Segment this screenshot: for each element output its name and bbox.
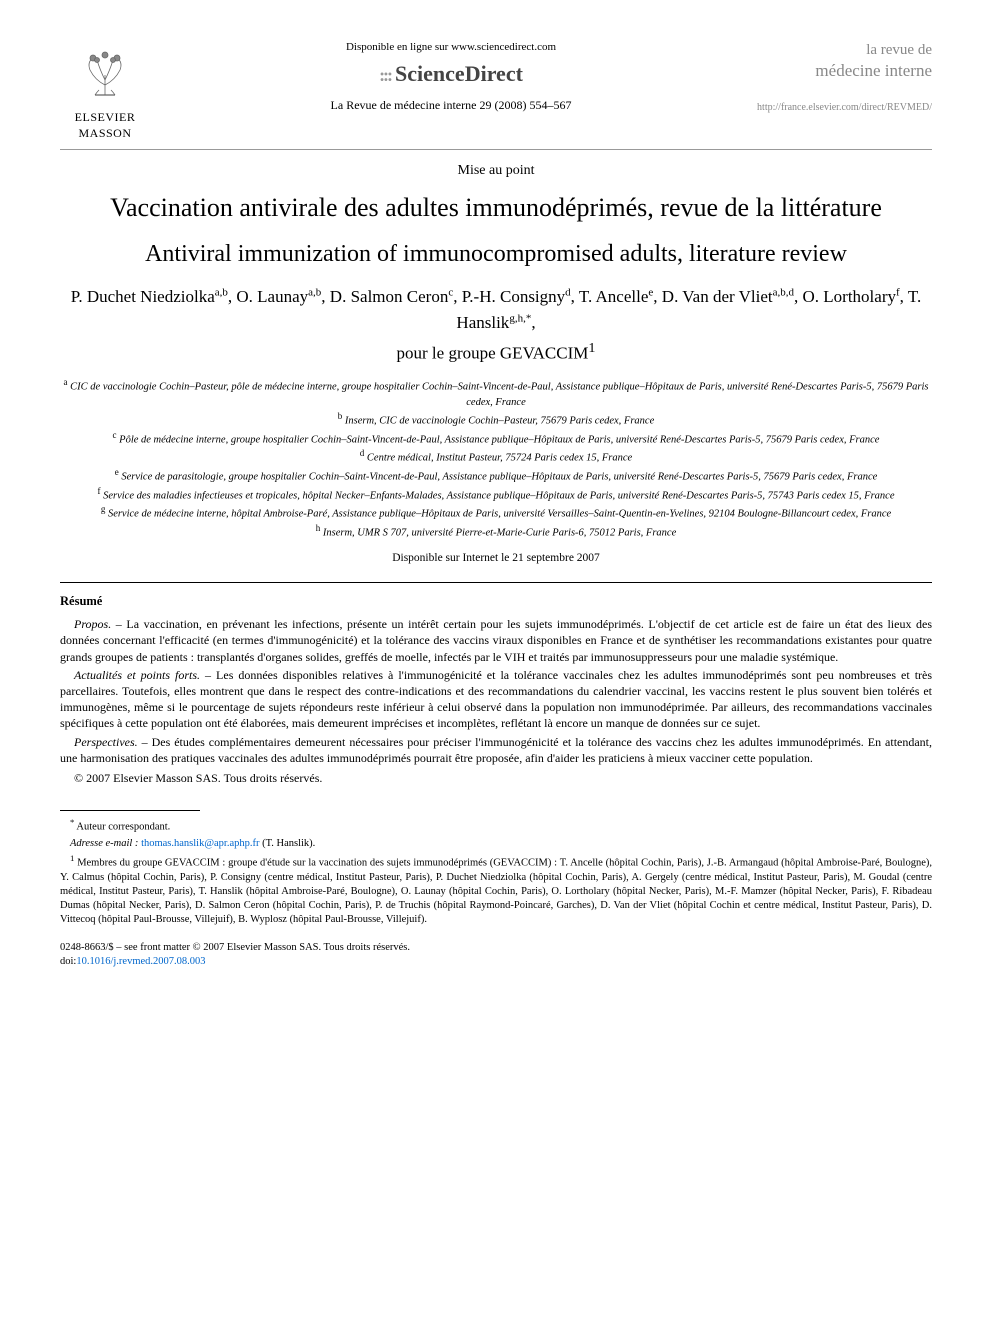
journal-url: http://france.elsevier.com/direct/REVMED… [752, 101, 932, 115]
journal-logo: la revue de médecine interne http://fran… [752, 40, 932, 115]
doi-label: doi: [60, 956, 76, 967]
abstract-body: Propos. – La vaccination, en prévenant l… [60, 616, 932, 786]
article-type: Mise au point [60, 162, 932, 181]
sciencedirect-logo: :::ScienceDirect [150, 59, 752, 89]
center-header: Disponible en ligne sur www.sciencedirec… [150, 40, 752, 113]
abstract-top-rule [60, 582, 932, 583]
online-availability: Disponible en ligne sur www.sciencedirec… [150, 40, 752, 55]
group-footnote-sup: 1 [70, 853, 74, 863]
corr-text: Auteur correspondant. [76, 822, 170, 833]
perspectives-text: Des études complémentaires demeurent néc… [60, 735, 932, 765]
header-row: ELSEVIER MASSON Disponible en ligne sur … [60, 40, 932, 141]
affiliation-line: f Service des maladies infectieuses et t… [60, 485, 932, 504]
affiliation-line: e Service de parasitologie, groupe hospi… [60, 466, 932, 485]
group-sup: 1 [588, 340, 595, 356]
doi-link[interactable]: 10.1016/j.revmed.2007.08.003 [76, 956, 205, 967]
abstract-propos: Propos. – La vaccination, en prévenant l… [60, 616, 932, 665]
doi-line: doi:10.1016/j.revmed.2007.08.003 [60, 955, 932, 969]
email-label: Adresse e-mail : [70, 838, 138, 849]
affiliation-line: g Service de médecine interne, hôpital A… [60, 503, 932, 522]
publisher-name: ELSEVIER MASSON [60, 109, 150, 141]
publisher-logo: ELSEVIER MASSON [60, 40, 150, 141]
front-matter: 0248-8663/$ – see front matter © 2007 El… [60, 941, 932, 955]
journal-name-line2: médecine interne [752, 60, 932, 83]
group-members-text: Membres du groupe GEVACCIM : groupe d'ét… [60, 857, 932, 925]
author-list: P. Duchet Niedziolkaa,b, O. Launaya,b, D… [60, 284, 932, 335]
affiliation-line: d Centre médical, Institut Pasteur, 7572… [60, 447, 932, 466]
email-suffix: (T. Hanslik). [262, 838, 315, 849]
group-text: pour le groupe GEVACCIM [397, 344, 589, 363]
group-line: pour le groupe GEVACCIM1 [60, 339, 932, 366]
group-members: 1 Membres du groupe GEVACCIM : groupe d'… [60, 853, 932, 927]
abstract-actualites: Actualités et points forts. – Les donnée… [60, 667, 932, 732]
affiliations: a CIC de vaccinologie Cochin–Pasteur, pô… [60, 376, 932, 541]
online-date: Disponible sur Internet le 21 septembre … [60, 551, 932, 567]
corr-symbol: * [70, 817, 74, 827]
sd-dots-icon: ::: [379, 65, 391, 85]
sd-brand-text: ScienceDirect [395, 61, 523, 86]
email-line: Adresse e-mail : thomas.hanslik@apr.aphp… [60, 837, 932, 851]
footnotes: * Auteur correspondant. Adresse e-mail :… [60, 817, 932, 927]
propos-label: Propos. – [74, 617, 122, 631]
email-link[interactable]: thomas.hanslik@apr.aphp.fr [141, 838, 259, 849]
top-rule [60, 149, 932, 150]
footnote-rule [60, 810, 200, 811]
copyright-line: © 2007 Elsevier Masson SAS. Tous droits … [60, 770, 932, 786]
journal-name-line1: la revue de [752, 40, 932, 60]
affiliation-line: c Pôle de médecine interne, groupe hospi… [60, 429, 932, 448]
resume-heading: Résumé [60, 593, 932, 610]
actualites-label: Actualités et points forts. – [74, 668, 211, 682]
affiliation-line: b Inserm, CIC de vaccinologie Cochin–Pas… [60, 410, 932, 429]
perspectives-label: Perspectives. – [74, 735, 148, 749]
title-french: Vaccination antivirale des adultes immun… [60, 191, 932, 225]
journal-citation: La Revue de médecine interne 29 (2008) 5… [150, 97, 752, 113]
corresponding-author: * Auteur correspondant. [60, 817, 932, 835]
affiliation-line: a CIC de vaccinologie Cochin–Pasteur, pô… [60, 376, 932, 410]
propos-text: La vaccination, en prévenant les infecti… [60, 617, 932, 663]
abstract-perspectives: Perspectives. – Des études complémentair… [60, 734, 932, 766]
title-english: Antiviral immunization of immunocompromi… [60, 239, 932, 270]
elsevier-tree-icon [60, 40, 150, 107]
affiliation-line: h Inserm, UMR S 707, université Pierre-e… [60, 522, 932, 541]
footer: 0248-8663/$ – see front matter © 2007 El… [60, 941, 932, 969]
